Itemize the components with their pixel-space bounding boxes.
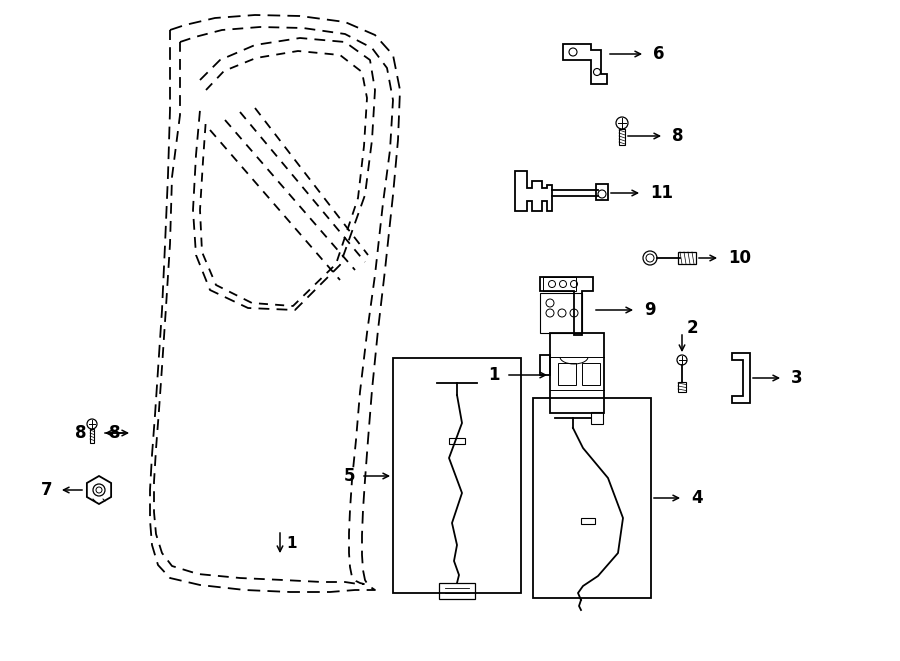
Text: 1: 1	[286, 535, 296, 551]
Bar	[439, 583, 475, 599]
Text: 11: 11	[650, 184, 673, 202]
Bar	[619, 129, 625, 145]
Bar	[678, 252, 696, 264]
Text: 8: 8	[110, 424, 121, 442]
Text: 4: 4	[691, 489, 703, 507]
Bar	[596, 184, 608, 200]
Text: 7: 7	[41, 481, 53, 499]
Text: 8: 8	[76, 424, 87, 442]
Text: 10: 10	[728, 249, 751, 267]
Bar	[581, 518, 595, 524]
Text: 9: 9	[644, 301, 655, 319]
Text: 5: 5	[344, 467, 355, 485]
Bar	[90, 429, 94, 443]
Text: 3: 3	[791, 369, 803, 387]
Text: 8: 8	[672, 127, 683, 145]
Bar	[558, 363, 576, 385]
Bar	[678, 382, 686, 392]
Bar	[393, 358, 521, 593]
Bar	[582, 363, 600, 385]
Bar	[540, 355, 550, 375]
Bar	[540, 293, 582, 333]
Bar	[449, 438, 465, 444]
Bar	[591, 412, 603, 424]
Bar	[533, 398, 651, 598]
Text: 6: 6	[653, 45, 664, 63]
Text: 1: 1	[489, 366, 500, 384]
Bar	[550, 333, 604, 413]
Text: 2: 2	[687, 319, 698, 337]
